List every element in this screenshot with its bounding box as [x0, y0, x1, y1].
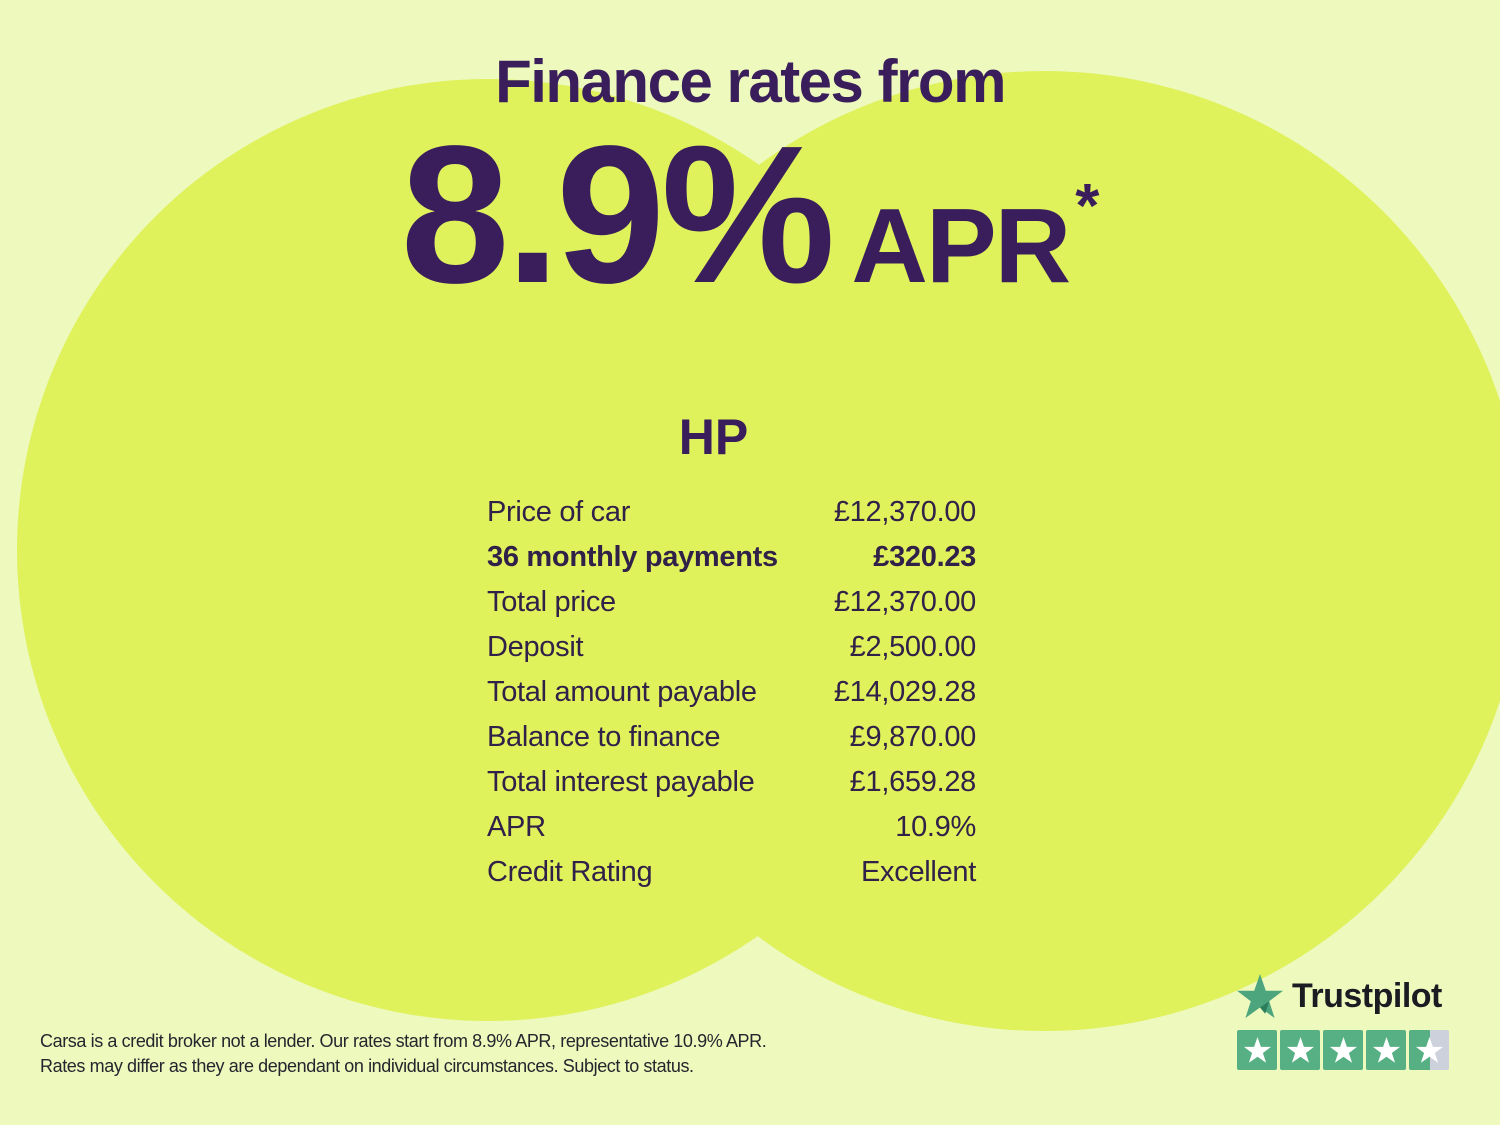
row-value: Excellent [861, 856, 976, 888]
table-row: Balance to finance £9,870.00 [487, 715, 976, 760]
table-row: Price of car £12,370.00 [487, 490, 976, 535]
finance-table: HP Price of car £12,370.00 36 monthly pa… [487, 412, 976, 895]
star-box-1 [1237, 1030, 1277, 1070]
table-row: APR 10.9% [487, 805, 976, 850]
star-box-4 [1366, 1030, 1406, 1070]
row-value: £320.23 [873, 541, 976, 573]
star-box-5 [1409, 1030, 1449, 1070]
row-label: 36 monthly payments [487, 541, 778, 573]
row-label: Total interest payable [487, 766, 755, 798]
row-value: £12,370.00 [833, 496, 976, 528]
disclaimer-text: Carsa is a credit broker not a lender. O… [40, 1029, 767, 1079]
row-label: Deposit [487, 631, 584, 663]
row-value: £14,029.28 [833, 676, 976, 708]
row-label: Total price [487, 586, 616, 618]
row-value: £2,500.00 [849, 631, 977, 663]
star-box-2 [1280, 1030, 1320, 1070]
rate-unit: APR [851, 187, 1071, 305]
row-label: Credit Rating [487, 856, 653, 888]
row-label: Balance to finance [487, 721, 721, 753]
row-value: £9,870.00 [849, 721, 977, 753]
background-circle-right [564, 71, 1500, 1031]
table-row: Credit Rating Excellent [487, 850, 976, 895]
trustpilot-wordmark: Trustpilot [1292, 976, 1442, 1015]
finance-table-title: HP [678, 409, 749, 465]
footnote-marker: * [1075, 172, 1100, 241]
trustpilot-logo: Trustpilot [1237, 974, 1449, 1018]
row-label: APR [487, 811, 546, 843]
rate-value: 8.9% [400, 105, 836, 324]
table-row: Total amount payable £14,029.28 [487, 670, 976, 715]
row-value: £1,659.28 [849, 766, 977, 798]
row-value: £12,370.00 [833, 586, 976, 618]
row-label: Price of car [487, 496, 631, 528]
table-row: Total interest payable £1,659.28 [487, 760, 976, 805]
trustpilot-widget: Trustpilot [1237, 974, 1449, 1070]
headline-rate: 8.9% APR * [0, 117, 1500, 313]
trustpilot-rating-stars [1237, 1030, 1449, 1070]
disclaimer-line-1: Carsa is a credit broker not a lender. O… [40, 1031, 767, 1051]
table-row: Deposit £2,500.00 [487, 625, 976, 670]
row-label: Total amount payable [487, 676, 757, 708]
row-value: 10.9% [895, 811, 976, 843]
star-box-3 [1323, 1030, 1363, 1070]
disclaimer-line-2: Rates may differ as they are dependant o… [40, 1056, 694, 1076]
table-row: 36 monthly payments £320.23 [487, 535, 976, 580]
kicker-text: Finance rates from [495, 48, 1006, 115]
trustpilot-star-icon [1237, 974, 1283, 1018]
table-row: Total price £12,370.00 [487, 580, 976, 625]
